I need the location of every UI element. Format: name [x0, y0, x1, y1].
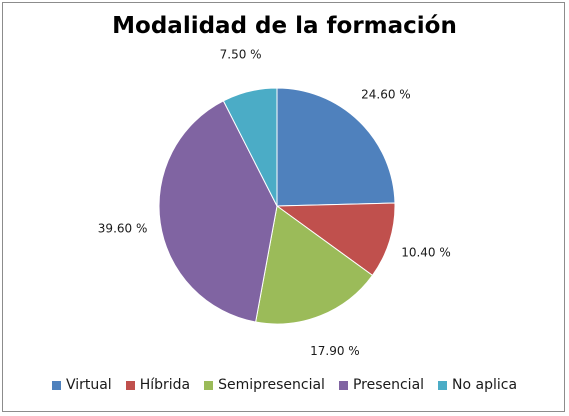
- pie-slices: [158, 87, 396, 325]
- legend-item-virtual: Virtual: [51, 377, 112, 393]
- legend-label: No aplica: [452, 377, 518, 393]
- chart-title: Modalidad de la formación: [112, 13, 457, 39]
- pie-slice-híbrida: [275, 202, 396, 277]
- legend-swatch: [51, 380, 61, 390]
- data-label-virtual: 24.60 %: [361, 87, 411, 101]
- data-label-semipresencial: 17.90 %: [310, 344, 360, 358]
- pie-slice-semipresencial: [255, 205, 374, 325]
- pie-chart: 24.60 % 10.40 % 17.90 % 39.60 % 7.50 %: [98, 47, 451, 358]
- legend-label: Presencial: [352, 377, 425, 393]
- legend-label: Híbrida: [139, 377, 191, 393]
- legend-item-híbrida: Híbrida: [125, 377, 191, 393]
- data-label-no-aplica: 7.50 %: [220, 47, 262, 61]
- legend-label: Semipresencial: [218, 377, 325, 393]
- pie-slice-virtual: [276, 87, 396, 207]
- legend-item-no-aplica: No aplica: [438, 377, 517, 393]
- legend-item-presencial: Presencial: [338, 377, 425, 393]
- slice-labels: 24.60 % 10.40 % 17.90 % 39.60 % 7.50 %: [98, 47, 451, 358]
- legend-swatch: [438, 380, 448, 390]
- legend-item-semipresencial: Semipresencial: [204, 377, 325, 393]
- pie-slice-presencial: [158, 100, 278, 323]
- legend-swatch: [125, 380, 135, 390]
- legend-swatch: [338, 380, 348, 390]
- legend-label: Virtual: [65, 377, 112, 393]
- chart-area: Modalidad de la formación 24.60 % 10.40 %…: [2, 2, 565, 412]
- pie-slice-no-aplica: [222, 87, 278, 207]
- data-label-híbrida: 10.40 %: [401, 245, 451, 259]
- legend-swatch: [204, 380, 214, 390]
- data-label-presencial: 39.60 %: [98, 222, 148, 236]
- legend: Virtual Híbrida Semipresencial Presencial No…: [3, 377, 566, 393]
